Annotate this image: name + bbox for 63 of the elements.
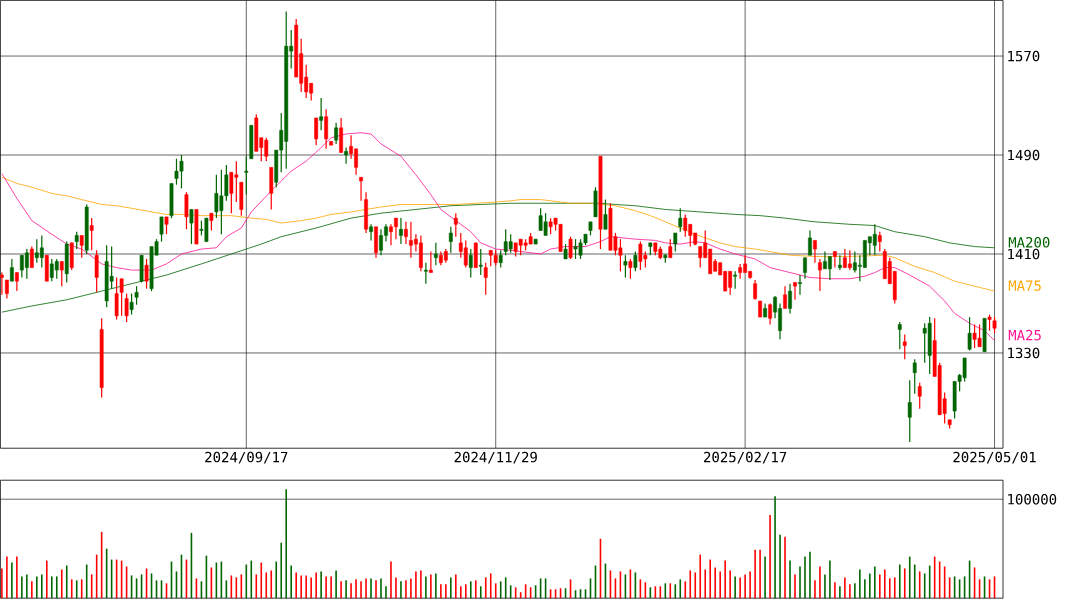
x-tick-label: 2024/09/17 bbox=[205, 451, 288, 464]
candlestick bbox=[668, 238, 673, 259]
candlestick bbox=[194, 208, 199, 245]
y-tick-label: 1330 bbox=[1008, 347, 1040, 359]
y-tick-label: 1490 bbox=[1008, 149, 1040, 161]
candlestick bbox=[144, 258, 149, 290]
candlestick bbox=[244, 155, 249, 196]
candlestick bbox=[59, 260, 64, 287]
x-tick-label: 2025/02/17 bbox=[704, 451, 787, 464]
series-label: MA25 bbox=[1008, 329, 1041, 341]
y-tick-label: 100000 bbox=[1008, 493, 1057, 505]
candlestick bbox=[99, 317, 104, 399]
candlestick bbox=[483, 262, 488, 296]
candlestick bbox=[453, 212, 458, 238]
candlestick bbox=[79, 234, 84, 259]
candlestick bbox=[758, 300, 762, 318]
candlestick bbox=[423, 262, 428, 285]
candlestick bbox=[89, 217, 94, 251]
candlestick bbox=[478, 248, 483, 276]
candlestick bbox=[897, 321, 902, 350]
candlestick bbox=[907, 379, 912, 443]
candlestick bbox=[623, 254, 628, 279]
candlestick bbox=[119, 278, 124, 317]
candlestick bbox=[628, 258, 633, 280]
y-tick-label: 1570 bbox=[1008, 50, 1040, 62]
candlestick bbox=[473, 242, 478, 269]
candlestick bbox=[269, 166, 274, 211]
candlestick bbox=[239, 181, 244, 217]
candlestick bbox=[917, 382, 922, 410]
candlestick bbox=[678, 207, 683, 233]
candlestick bbox=[468, 248, 473, 279]
line-series bbox=[1, 132, 995, 341]
y-tick-label: 1410 bbox=[1008, 248, 1040, 260]
candlestick bbox=[184, 191, 189, 230]
candlestick bbox=[64, 241, 69, 284]
candlestick bbox=[568, 236, 573, 260]
candlestick bbox=[912, 358, 917, 395]
series-label: MA200 bbox=[1008, 237, 1050, 248]
candlestick bbox=[159, 216, 164, 243]
candlestick bbox=[598, 155, 603, 250]
candlestick bbox=[663, 253, 668, 264]
candlestick bbox=[593, 186, 598, 218]
candlestick bbox=[69, 242, 74, 271]
candlestick bbox=[114, 276, 119, 321]
candlestick bbox=[189, 208, 194, 245]
series-label: MA75 bbox=[1008, 280, 1041, 291]
x-tick-label: 2024/11/29 bbox=[454, 451, 537, 464]
candlestick bbox=[902, 333, 907, 360]
x-tick-label: 2025/05/01 bbox=[953, 451, 1036, 464]
candlestick bbox=[169, 182, 174, 219]
candlestick bbox=[967, 316, 972, 352]
candlestick bbox=[139, 254, 144, 284]
candlestick bbox=[463, 239, 468, 269]
candlestick bbox=[94, 249, 99, 293]
candlestick bbox=[249, 124, 254, 160]
candlestick bbox=[124, 292, 129, 323]
candlestick bbox=[129, 292, 134, 316]
candlestick bbox=[134, 285, 139, 306]
candlestick bbox=[84, 203, 89, 255]
candlestick bbox=[633, 250, 638, 272]
candlestick bbox=[44, 254, 49, 282]
candlestick bbox=[982, 317, 987, 353]
candlestick bbox=[673, 232, 678, 253]
